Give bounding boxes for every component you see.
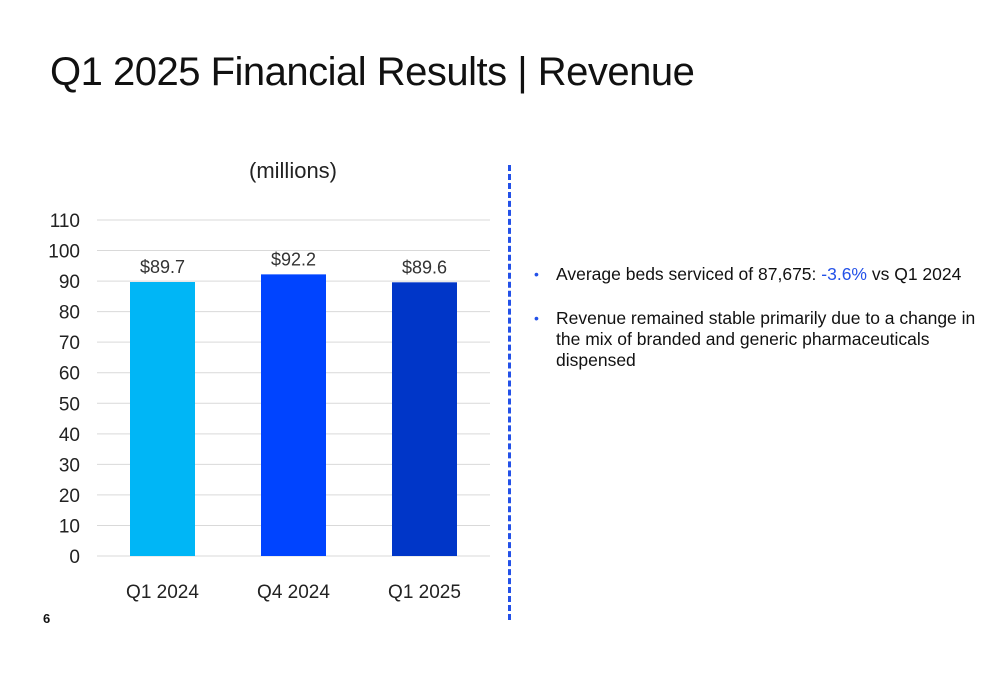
bullet-text-suffix: vs Q1 2024: [867, 264, 962, 284]
chart-data-labels: $89.7 $92.2 $89.6: [140, 249, 447, 277]
y-tick-label: 90: [59, 272, 80, 293]
y-tick-label: 110: [50, 211, 80, 232]
bar-q1-2024: [130, 282, 195, 556]
data-label: $89.7: [140, 257, 185, 277]
y-tick-label: 50: [59, 394, 80, 415]
revenue-chart: (millions) 0 10 20 30 40 50 60 70 80 90 100 110 $89…: [40, 150, 510, 610]
section-divider: [508, 165, 511, 620]
bullet-revenue-stable: • Revenue remained stable primarily due …: [534, 308, 984, 371]
y-tick-label: 70: [59, 333, 80, 354]
y-tick-label: 0: [69, 547, 80, 568]
y-tick-label: 80: [59, 303, 80, 324]
chart-bars: [130, 274, 457, 556]
x-tick-label: Q4 2024: [257, 582, 330, 603]
bullet-dot-icon: •: [534, 310, 539, 326]
bar-q4-2024: [261, 274, 326, 556]
y-tick-label: 10: [59, 516, 80, 537]
bullet-change-percent: -3.6%: [821, 264, 867, 284]
bullet-average-beds: • Average beds serviced of 87,675: -3.6%…: [534, 264, 984, 285]
page-number: 6: [43, 611, 51, 626]
bullet-text: Revenue remained stable primarily due to…: [556, 308, 976, 370]
summary-bullets: • Average beds serviced of 87,675: -3.6%…: [534, 264, 984, 394]
y-tick-label: 60: [59, 364, 80, 385]
bullet-dot-icon: •: [534, 266, 539, 282]
data-label: $89.6: [402, 257, 447, 277]
chart-title: (millions): [249, 158, 337, 183]
bullet-text-prefix: Average beds serviced of 87,675:: [556, 264, 822, 284]
data-label: $92.2: [271, 249, 316, 269]
chart-y-axis: 0 10 20 30 40 50 60 70 80 90 100 110: [48, 211, 80, 568]
x-tick-label: Q1 2025: [388, 582, 461, 603]
revenue-chart-svg: (millions) 0 10 20 30 40 50 60 70 80 90 100 110 $89…: [48, 158, 490, 603]
x-tick-label: Q1 2024: [126, 582, 199, 603]
y-tick-label: 40: [59, 425, 80, 446]
bar-q1-2025: [392, 282, 457, 556]
y-tick-label: 100: [48, 242, 80, 263]
y-tick-label: 20: [59, 486, 80, 507]
slide-title: Q1 2025 Financial Results | Revenue: [50, 50, 695, 94]
y-tick-label: 30: [59, 455, 80, 476]
chart-x-axis: Q1 2024 Q4 2024 Q1 2025: [126, 582, 461, 603]
